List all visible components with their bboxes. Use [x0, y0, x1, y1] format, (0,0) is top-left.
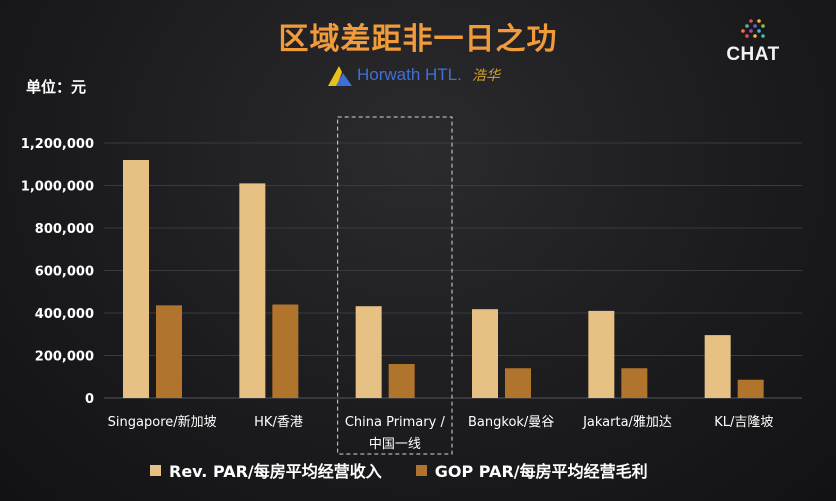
x-category-label: China Primary / — [345, 415, 446, 430]
y-tick-label: 400,000 — [35, 307, 94, 322]
y-tick-label: 600,000 — [35, 265, 94, 280]
bar-rev-par — [588, 310, 615, 398]
bar-gop-par — [621, 368, 648, 398]
bar-gop-par — [737, 379, 764, 398]
y-tick-label: 1,200,000 — [21, 137, 94, 152]
bar-gop-par — [388, 364, 415, 398]
x-category-label: KL/吉隆坡 — [714, 415, 773, 430]
bar-rev-par — [123, 160, 149, 398]
x-category-label: Singapore/新加坡 — [108, 414, 217, 430]
x-category-label: HK/香港 — [254, 415, 303, 430]
brand-name: Horwath HTL. — [357, 65, 462, 84]
bar-gop-par — [156, 305, 182, 398]
brand-chinese-name: 浩华 — [471, 68, 500, 84]
legend: Rev. PAR/每房平均经营收入 GOP PAR/每房平均经营毛利 — [150, 458, 648, 482]
bar-rev-par — [472, 309, 498, 398]
legend-item-rev-par: Rev. PAR/每房平均经营收入 — [150, 458, 382, 482]
highlight-box — [337, 116, 453, 455]
legend-item-gop-par: GOP PAR/每房平均经营毛利 — [415, 458, 648, 482]
legend-swatch-rev-par — [150, 464, 161, 476]
legend-swatch-gop-par — [415, 464, 427, 476]
legend-label-rev-par: Rev. PAR/每房平均经营收入 — [169, 462, 382, 481]
unit-label: 单位：元 — [26, 78, 87, 96]
y-tick-label: 200,000 — [35, 350, 94, 365]
chat-dots-icon — [741, 19, 765, 38]
legend-label-gop-par: GOP PAR/每房平均经营毛利 — [434, 462, 648, 481]
y-tick-label: 1,000,000 — [21, 180, 94, 195]
bar-gop-par — [505, 368, 531, 398]
brand-logo: Horwath HTL. 浩华 — [327, 62, 500, 88]
x-category-label: Bangkok/曼谷 — [468, 415, 554, 430]
chat-logo-text: CHAT — [726, 44, 780, 65]
bar-rev-par — [355, 306, 382, 398]
chat-logo: CHAT — [718, 18, 788, 66]
bar-rev-par — [239, 183, 266, 398]
x-category-label: 中国一线 — [369, 437, 421, 452]
y-tick-label: 0 — [85, 392, 94, 407]
x-category-label: Jakarta/雅加达 — [582, 415, 672, 430]
chart-title: 区域差距非一日之功 — [278, 22, 558, 57]
bar-gop-par — [272, 304, 299, 398]
horwath-mountain-icon — [328, 66, 352, 86]
bar-rev-par — [704, 335, 731, 398]
y-tick-label: 800,000 — [35, 222, 94, 237]
